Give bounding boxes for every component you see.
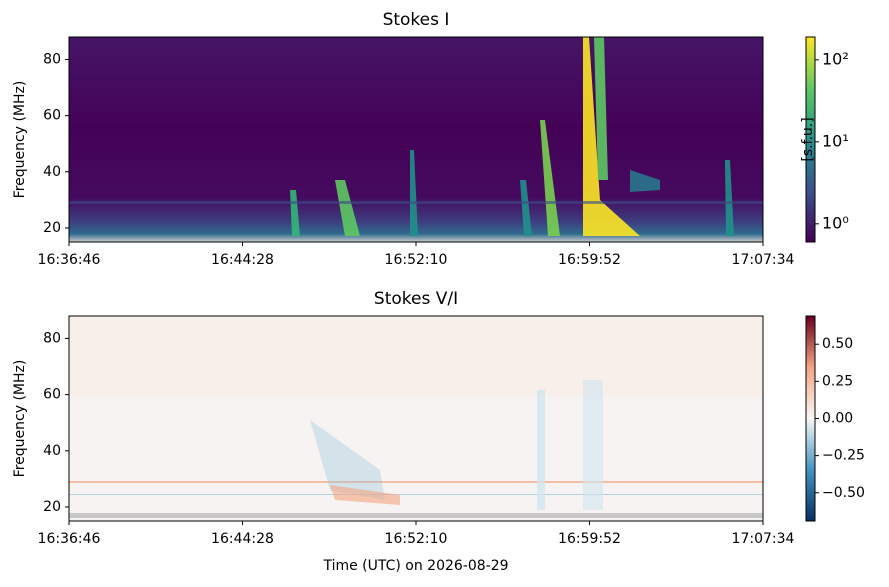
colorbar-tick-label: −0.25 [822,448,865,464]
y-tick-label: 20 [43,220,61,236]
colorbar-tick-label: 10⁰ [822,213,849,232]
y-axis-label: Frequency (MHz) [12,81,28,199]
chart-title: Stokes I [383,10,450,30]
x-axis-label: Time (UTC) on 2026-08-29 [322,558,508,574]
colorbar-tick-label: 0.00 [822,411,853,427]
y-tick-label: 40 [43,164,61,180]
axes-frame [68,36,764,243]
y-axis-label: Frequency (MHz) [12,360,28,478]
y-tick-label: 20 [43,499,61,515]
x-tick-label: 16:36:46 [38,531,101,547]
colorbar-tick-label: 10¹ [822,131,849,150]
y-tick-label: 40 [43,443,61,459]
spectrogram-features [69,316,763,518]
x-tick-label: 16:44:28 [211,531,274,547]
axes-frame [68,315,764,522]
x-tick-label: 17:07:34 [732,531,795,547]
x-tick-label: 16:52:10 [385,252,448,268]
y-tick-label: 80 [43,51,61,67]
y-tick-label: 80 [43,330,61,346]
x-tick-label: 16:52:10 [385,531,448,547]
y-tick-label: 60 [43,108,61,124]
spectrogram-features [69,37,763,236]
x-tick-label: 16:36:46 [38,252,101,268]
colorbar-tick-label: 10² [822,49,849,68]
colorbar-label: [s.f.u.] [800,117,816,161]
colorbar [805,36,816,243]
x-tick-label: 16:59:52 [558,252,621,268]
chart-title: Stokes V/I [374,289,458,309]
colorbar-tick-label: 0.25 [822,373,853,389]
x-tick-label: 16:59:52 [558,531,621,547]
colorbar-tick-label: −0.50 [822,485,865,501]
x-tick-label: 16:44:28 [211,252,274,268]
x-tick-label: 17:07:34 [732,252,795,268]
y-tick-label: 60 [43,387,61,403]
colorbar [805,315,816,522]
colorbar-tick-label: 0.50 [822,336,853,352]
